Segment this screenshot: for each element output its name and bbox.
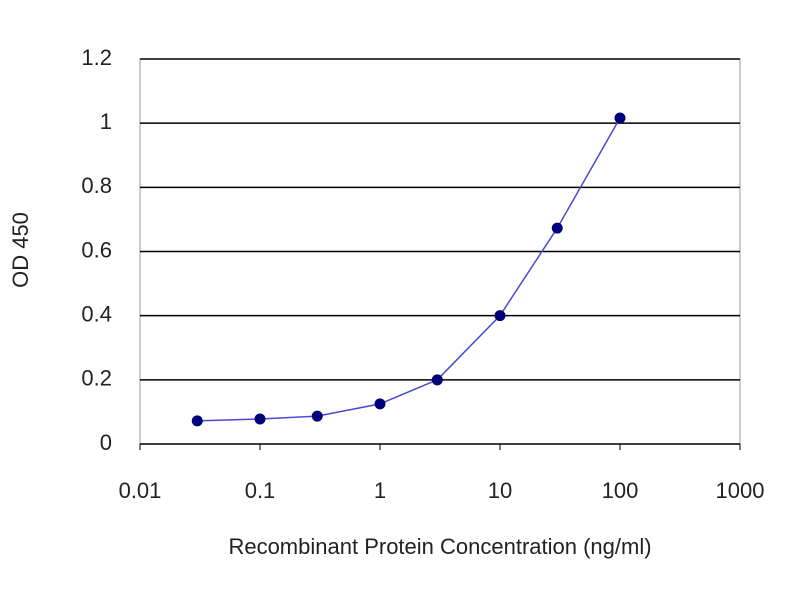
x-axis-label: Recombinant Protein Concentration (ng/ml…	[228, 534, 651, 559]
data-point	[311, 410, 323, 422]
x-tick-label: 0.01	[119, 478, 162, 503]
x-tick-label: 100	[602, 478, 639, 503]
x-tick-label: 0.1	[245, 478, 276, 503]
data-point	[551, 222, 563, 234]
data-point	[254, 413, 266, 425]
y-tick-label: 0	[100, 430, 112, 455]
y-tick-label: 0.8	[81, 173, 112, 198]
data-point	[374, 398, 386, 410]
x-tick-label: 10	[488, 478, 512, 503]
data-point	[431, 374, 443, 386]
y-tick-label: 1.2	[81, 45, 112, 70]
y-tick-label: 0.6	[81, 237, 112, 262]
y-tick-label: 0.2	[81, 366, 112, 391]
x-tick-label: 1	[374, 478, 386, 503]
data-line	[197, 117, 621, 422]
y-tick-label: 0.4	[81, 301, 112, 326]
data-point	[494, 310, 506, 322]
x-tick-label: 1000	[716, 478, 765, 503]
data-point	[191, 415, 203, 427]
y-tick-label: 1	[100, 109, 112, 134]
data-point	[614, 112, 626, 124]
y-axis-label: OD 450	[8, 212, 33, 288]
